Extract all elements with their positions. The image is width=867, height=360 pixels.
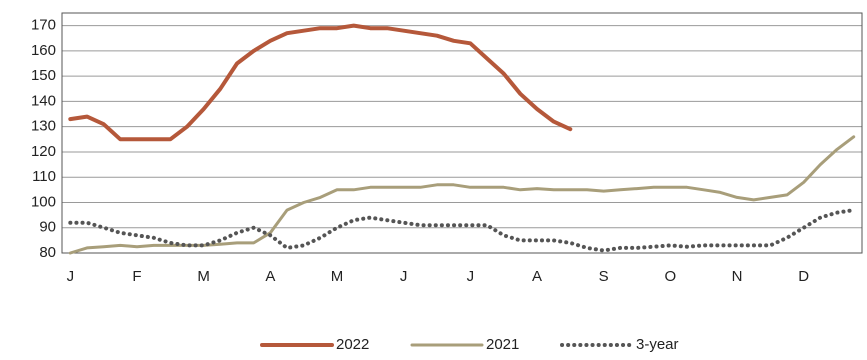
plot-frame xyxy=(61,12,863,254)
y-tick-label: 100 xyxy=(31,193,56,210)
y-tick-label: 90 xyxy=(39,219,56,236)
y-tick-label: 140 xyxy=(31,92,56,109)
legend-label: 2022 xyxy=(336,336,369,353)
y-tick-label: 120 xyxy=(31,143,56,160)
x-tick-label: A xyxy=(532,268,542,285)
legend-label: 2021 xyxy=(486,336,519,353)
legend-label: 3-year xyxy=(636,336,679,353)
y-tick-label: 160 xyxy=(31,42,56,59)
y-tick-label: 110 xyxy=(32,168,56,185)
x-tick-label: J xyxy=(67,268,75,285)
x-tick-label: J xyxy=(400,268,408,285)
x-tick-label: M xyxy=(197,268,210,285)
x-tick-label: D xyxy=(798,268,809,285)
y-tick-label: 80 xyxy=(39,244,56,261)
x-tick-label: N xyxy=(732,268,743,285)
y-tick-label: 170 xyxy=(31,17,56,34)
y-tick-label: 150 xyxy=(31,67,56,84)
series-line xyxy=(68,135,856,255)
y-tick-label: 130 xyxy=(31,118,56,135)
series-line xyxy=(68,208,856,253)
x-tick-label: A xyxy=(265,268,275,285)
x-tick-label: J xyxy=(467,268,475,285)
x-tick-label: M xyxy=(331,268,344,285)
x-tick-label: F xyxy=(132,268,141,285)
series-line xyxy=(68,23,573,142)
x-tick-label: S xyxy=(599,268,609,285)
x-tick-label: O xyxy=(664,268,676,285)
